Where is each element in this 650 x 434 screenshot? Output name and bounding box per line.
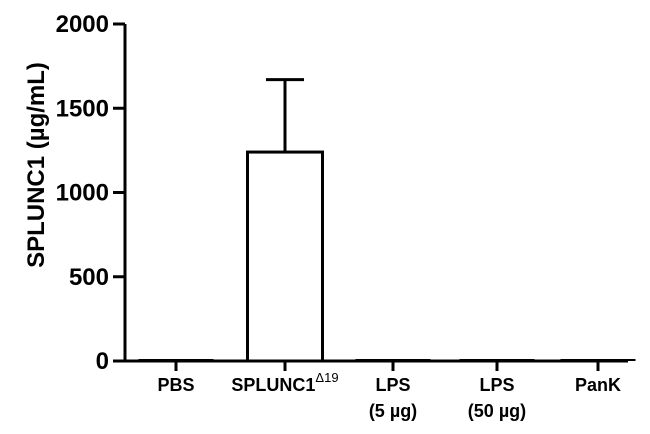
y-tick-label: 1500 <box>56 95 109 122</box>
x-tick-label-main: SPLUNC1 <box>231 375 315 395</box>
x-tick-label-main: PBS <box>157 375 194 395</box>
y-ticks: 0 500 1000 1500 2000 <box>56 11 125 375</box>
x-tick-label: LPS <box>375 375 410 395</box>
x-tick-label-superscript: Δ19 <box>315 370 338 385</box>
x-tick-label-line2: (5 µg) <box>369 401 417 421</box>
x-ticks: PBS SPLUNC1Δ19 LPS (5 µg) LPS (50 µg) PanK <box>157 361 621 421</box>
y-tick-label: 0 <box>96 348 109 375</box>
bar <box>246 150 324 363</box>
y-axis-label: SPLUNC1 (µg/mL) <box>23 62 50 268</box>
y-tick-label: 500 <box>69 264 109 291</box>
x-tick-label-main: LPS <box>479 375 514 395</box>
x-tick-label: SPLUNC1Δ19 <box>231 370 338 395</box>
x-tick-label: PBS <box>157 375 194 395</box>
bars <box>138 150 636 363</box>
x-tick-label: LPS <box>479 375 514 395</box>
x-tick-label-main: PanK <box>575 375 621 395</box>
error-bars <box>266 78 304 153</box>
axes <box>123 24 628 363</box>
x-tick-label-line2: (50 µg) <box>468 401 526 421</box>
x-tick-label-main: LPS <box>375 375 410 395</box>
y-tick-label: 1000 <box>56 180 109 207</box>
x-tick-label: PanK <box>575 375 621 395</box>
y-tick-label: 2000 <box>56 11 109 38</box>
